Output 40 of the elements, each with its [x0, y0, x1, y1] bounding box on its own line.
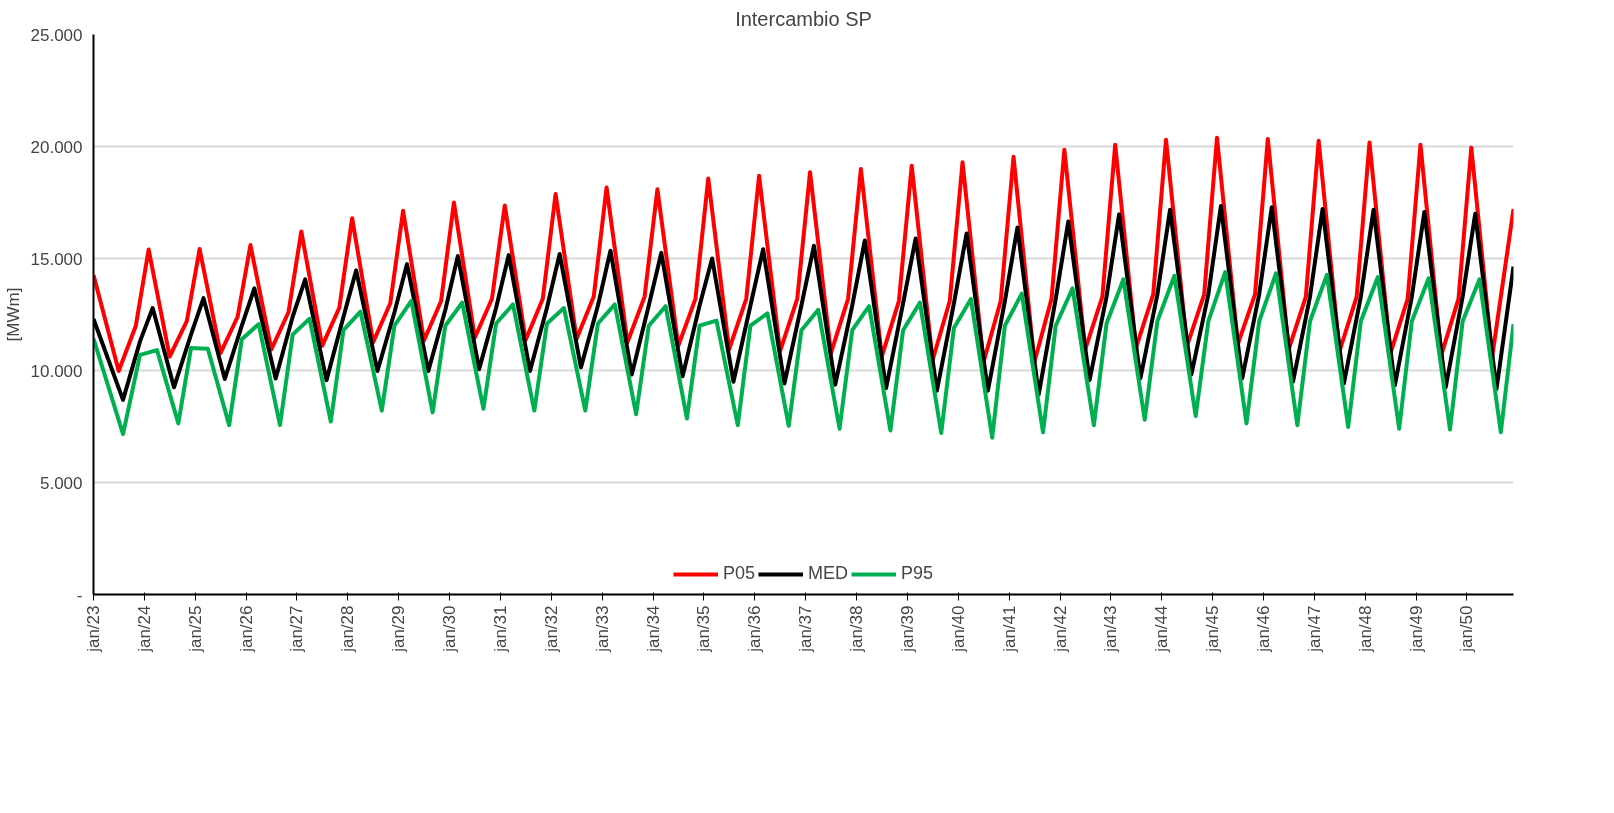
- x-tick-label: jan/32: [541, 605, 561, 653]
- x-tick-label: jan/46: [1254, 605, 1274, 653]
- x-tick-label: jan/41: [999, 605, 1019, 653]
- x-tick-label: jan/28: [338, 605, 358, 653]
- x-tick-label: jan/25: [185, 605, 205, 653]
- x-tick-label: jan/31: [490, 605, 510, 653]
- x-tick-label: jan/44: [1152, 605, 1172, 653]
- x-tick-label: jan/34: [643, 605, 663, 653]
- x-tick-label: jan/33: [592, 605, 612, 653]
- x-tick-label: jan/27: [287, 605, 307, 653]
- y-tick-label: 25.000: [30, 25, 83, 45]
- x-tick-label: jan/26: [236, 605, 256, 653]
- y-tick-label: 20.000: [30, 137, 83, 157]
- x-tick-label: jan/48: [1355, 605, 1375, 653]
- x-tick-label: jan/39: [897, 605, 917, 653]
- x-tick-label: jan/42: [1050, 605, 1070, 653]
- x-tick-label: jan/47: [1304, 605, 1324, 653]
- legend-label: P05: [722, 563, 755, 584]
- y-tick-label: 5.000: [39, 473, 83, 493]
- legend-label: MED: [808, 563, 848, 584]
- x-tick-label: jan/37: [796, 605, 816, 653]
- y-tick-label: 15.000: [30, 249, 83, 269]
- x-tick-label: jan/35: [694, 605, 714, 653]
- x-tick-label: jan/30: [440, 605, 460, 653]
- line-series: [93, 270, 1514, 440]
- y-tick-label: 10.000: [30, 361, 83, 381]
- legend-label: P95: [901, 563, 934, 584]
- x-tick-label: jan/40: [948, 605, 968, 653]
- x-tick-label: jan/23: [84, 605, 103, 653]
- x-tick-label: jan/36: [745, 605, 765, 653]
- x-tick-label: jan/43: [1101, 605, 1121, 653]
- chart-title: Intercambio SP: [735, 7, 872, 30]
- x-tick-label: jan/24: [134, 605, 154, 653]
- y-tick-label: -: [76, 585, 83, 605]
- x-tick-label: jan/45: [1203, 605, 1223, 653]
- x-tick-label: jan/38: [847, 605, 867, 653]
- x-tick-label: jan/50: [1457, 605, 1477, 653]
- x-tick-label: jan/49: [1406, 605, 1426, 653]
- x-tick-label: jan/29: [389, 605, 409, 653]
- y-axis-title: [MWm]: [3, 287, 23, 342]
